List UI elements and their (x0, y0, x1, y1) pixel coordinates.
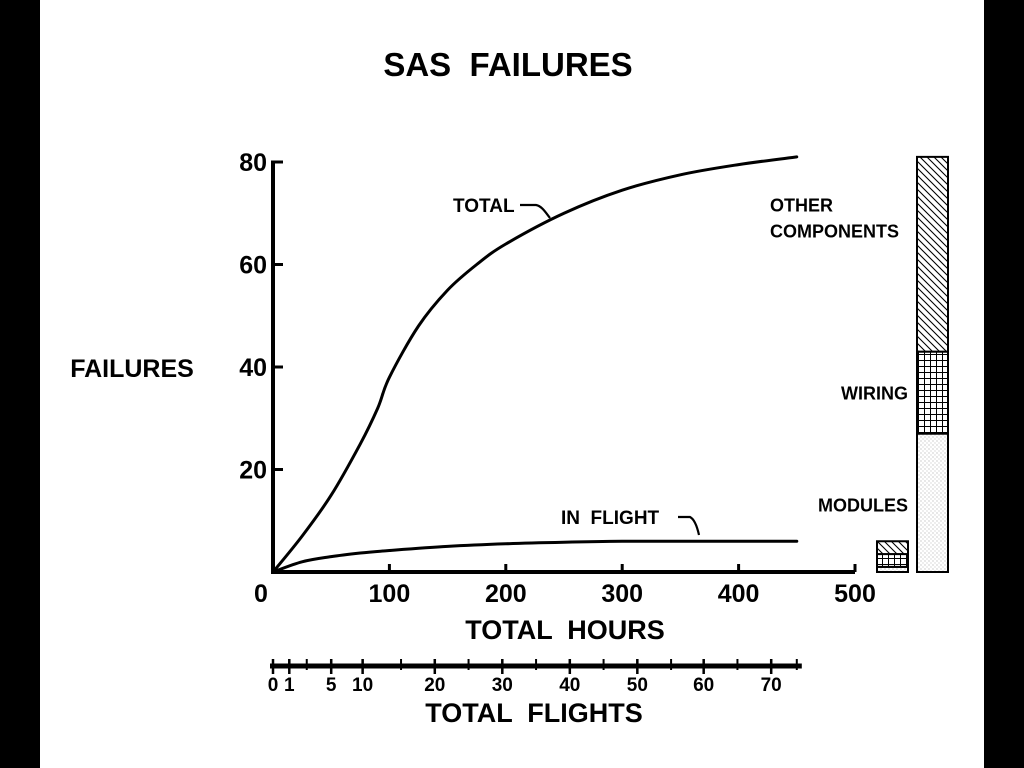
flights-tick-label: 0 (268, 675, 279, 696)
flights-axis-label: TOTAL FLIGHTS (425, 698, 643, 728)
flights-tick-label: 10 (352, 675, 373, 696)
flights-tick-label: 5 (326, 675, 337, 696)
y-tick-label: 20 (239, 457, 267, 485)
flights-tick-label: 30 (492, 675, 513, 696)
x-axis-label: TOTAL HOURS (465, 615, 665, 645)
x-tick-label: 200 (485, 580, 527, 608)
x-tick-label: 100 (369, 580, 411, 608)
y-axis-label: FAILURES (70, 355, 194, 383)
axes: 20 40 60 80 0 100 200 300 400 500 (239, 149, 876, 608)
total-leader-line (520, 203, 551, 219)
curves (271, 155, 799, 574)
flights-axis: 0 1 5 10 20 30 40 50 60 70 (268, 659, 802, 696)
flights-tick-label: 20 (424, 675, 445, 696)
breakdown-bars: MODULES WIRING OTHER COMPONENTS (770, 155, 949, 573)
in-flight-annotation: IN FLIGHT (561, 508, 660, 529)
y-tick-label: 40 (239, 354, 267, 382)
total-annotation: TOTAL (453, 196, 515, 217)
slide: SAS FAILURES FAILURES TOTAL HOURS TOTAL … (40, 0, 984, 768)
in-flight-other-components-segment (876, 540, 909, 556)
y-tick-label: 60 (239, 252, 267, 280)
x-tick-label: 500 (834, 580, 876, 608)
total-modules-segment (916, 432, 949, 573)
flights-tick-label: 50 (627, 675, 648, 696)
flights-tick-label: 40 (559, 675, 580, 696)
x-tick-label: 400 (718, 580, 760, 608)
flights-tick-label: 1 (284, 675, 295, 696)
total-curve (271, 155, 799, 574)
annotations: TOTAL IN FLIGHT (453, 196, 701, 536)
y-tick-label: 80 (239, 149, 267, 177)
other-components-label: COMPONENTS (770, 221, 899, 241)
flights-tick-label: 60 (693, 675, 714, 696)
wiring-label: WIRING (841, 384, 908, 404)
chart-title: SAS FAILURES (383, 46, 632, 83)
x-tick-label: 0 (254, 580, 268, 608)
in-flight-wiring-segment (876, 553, 909, 568)
total-other-components-segment (916, 155, 949, 353)
total-wiring-segment (916, 350, 949, 435)
x-tick-label: 300 (601, 580, 643, 608)
flights-tick-label: 70 (761, 675, 782, 696)
other-components-label: OTHER (770, 195, 833, 215)
sas-failures-chart: SAS FAILURES FAILURES TOTAL HOURS TOTAL … (70, 46, 949, 728)
in-flight-leader-line (678, 515, 701, 536)
modules-label: MODULES (818, 496, 908, 516)
in-flight-curve (271, 539, 799, 574)
